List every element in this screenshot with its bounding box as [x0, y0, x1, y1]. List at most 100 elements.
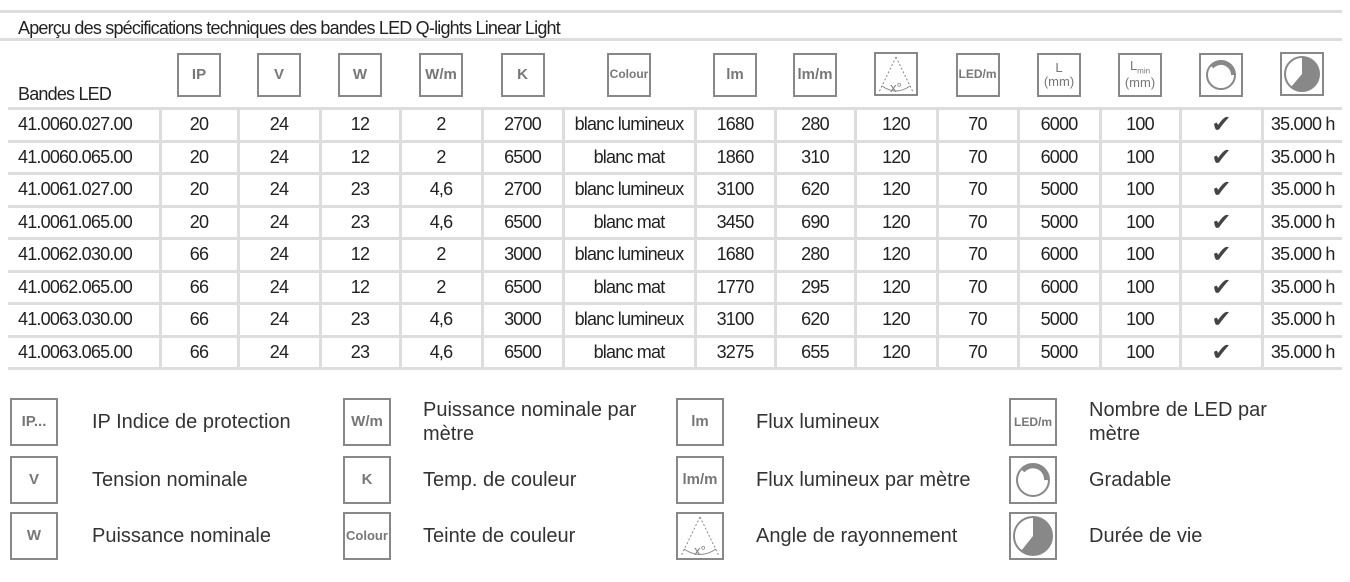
table-row: 41.0061.027.00 20 24 23 4,6 2700 blanc lumineu…: [8, 173, 1342, 208]
cell-min-length: 100: [1098, 206, 1180, 240]
cell-ip: 66: [158, 238, 238, 273]
legend-colour: Colour Teinte de couleur: [343, 512, 575, 560]
cell-lifetime: 35.000 h: [1260, 271, 1342, 305]
cell-voltage: 24: [236, 173, 320, 208]
min-length-l: L: [1129, 58, 1138, 74]
cell-lumen: 1860: [693, 141, 775, 175]
cell-article-number: 41.0063.030.00: [8, 303, 160, 338]
lumen-icon: lm: [713, 52, 757, 97]
cell-voltage: 24: [236, 206, 320, 240]
cell-lumen-per-meter: 280: [773, 108, 855, 143]
cell-lifetime: 35.000 h: [1260, 108, 1342, 143]
cell-beam-angle: 120: [853, 303, 937, 338]
cell-ip: 20: [158, 108, 238, 143]
table-row: 41.0060.065.00 20 24 12 2 6500 blanc mat 1860 31…: [8, 141, 1342, 175]
cell-watt: 23: [318, 303, 400, 338]
cell-dimmable: ✔: [1178, 336, 1262, 370]
beam-angle-label: x°: [890, 79, 902, 95]
beam-angle-icon: x°: [676, 512, 724, 560]
cell-colour: blanc lumineux: [561, 303, 695, 338]
cell-dimmable: ✔: [1178, 303, 1262, 338]
cell-beam-angle: 120: [853, 108, 937, 143]
ip-icon: IP...: [10, 398, 58, 446]
cell-article-number: 41.0060.027.00: [8, 108, 160, 143]
cell-led-per-meter: 70: [935, 108, 1018, 143]
cell-article-number: 41.0063.065.00: [8, 336, 160, 370]
length-icon: L (mm): [1037, 52, 1081, 97]
lumen-per-meter-icon: lm/m: [676, 456, 724, 504]
cell-watt-per-meter: 2: [398, 238, 482, 273]
cell-lumen-per-meter: 655: [773, 336, 855, 370]
cell-led-per-meter: 70: [935, 238, 1018, 273]
lumen-per-meter-icon: lm/m: [793, 52, 837, 97]
beam-angle-label: x°: [694, 543, 706, 559]
table-row: 41.0062.065.00 66 24 12 2 6500 blanc mat 1770 29…: [8, 271, 1342, 305]
kelvin-icon: K: [343, 456, 391, 504]
cell-article-number: 41.0060.065.00: [8, 141, 160, 175]
table-row: 41.0061.065.00 20 24 23 4,6 6500 blanc mat 3450…: [8, 206, 1342, 240]
cell-lumen-per-meter: 690: [773, 206, 855, 240]
header-row: Bandes LED IP V W W/m K Colour lm lm/m x…: [8, 42, 1342, 110]
beam-cone-icon: [878, 57, 914, 93]
cell-led-per-meter: 70: [935, 271, 1018, 305]
table-row: 41.0060.027.00 20 24 12 2 2700 blanc lumineux 1…: [8, 108, 1342, 143]
beam-angle-icon: x°: [874, 52, 918, 97]
watt-icon: W: [10, 512, 58, 560]
min-length-label: Lmin: [1130, 59, 1150, 76]
cell-length: 5000: [1016, 303, 1100, 338]
cell-article-number: 41.0062.030.00: [8, 238, 160, 273]
cell-beam-angle: 120: [853, 271, 937, 305]
cell-voltage: 24: [236, 303, 320, 338]
voltage-icon: V: [10, 456, 58, 504]
watt-per-meter-icon: W/m: [419, 52, 463, 97]
header-bandes-led: Bandes LED: [8, 42, 160, 110]
cell-min-length: 100: [1098, 108, 1180, 143]
cell-ip: 66: [158, 303, 238, 338]
legend-ip: IP... IP Indice de protection: [10, 398, 291, 446]
legend-lm: lm Flux lumineux: [676, 398, 879, 446]
legend-text: Durée de vie: [1089, 525, 1203, 547]
cell-lumen: 3450: [693, 206, 775, 240]
watt-per-meter-icon: W/m: [343, 398, 391, 446]
dimmable-icon: [1009, 456, 1057, 504]
cell-lumen-per-meter: 620: [773, 303, 855, 338]
cell-lumen-per-meter: 280: [773, 238, 855, 273]
cell-kelvin: 2700: [480, 173, 563, 208]
legend-lmm: lm/m Flux lumineux par mètre: [676, 456, 971, 504]
cell-led-per-meter: 70: [935, 303, 1018, 338]
cell-lumen-per-meter: 310: [773, 141, 855, 175]
cell-lumen: 1680: [693, 108, 775, 143]
legend-k: K Temp. de couleur: [343, 456, 576, 504]
cell-dimmable: ✔: [1178, 271, 1262, 305]
kelvin-icon: K: [500, 52, 545, 97]
lifetime-icon: [1009, 512, 1057, 560]
cell-colour: blanc mat: [561, 206, 695, 240]
legend-v: V Tension nominale: [10, 456, 248, 504]
legend-text: Flux lumineux: [756, 411, 880, 433]
cell-watt-per-meter: 2: [398, 271, 482, 305]
min-length-sub: min: [1137, 66, 1151, 76]
cell-lifetime: 35.000 h: [1260, 206, 1342, 240]
cell-watt: 12: [318, 141, 400, 175]
cell-length: 5000: [1016, 336, 1100, 370]
cell-beam-angle: 120: [853, 336, 937, 370]
legend-text: Puissance nominale par mètre: [423, 399, 637, 445]
cell-min-length: 100: [1098, 238, 1180, 273]
table-row: 41.0062.030.00 66 24 12 2 3000 blanc lumineux 1…: [8, 238, 1342, 273]
cell-lumen: 3100: [693, 173, 775, 208]
cell-length: 5000: [1016, 173, 1100, 208]
cell-lifetime: 35.000 h: [1260, 238, 1342, 273]
legend-text: Flux lumineux par mètre: [756, 469, 971, 491]
cell-kelvin: 6500: [480, 141, 563, 175]
legend-text: IP Indice de protection: [92, 411, 291, 433]
cell-voltage: 24: [236, 141, 320, 175]
cell-min-length: 100: [1098, 141, 1180, 175]
cell-lifetime: 35.000 h: [1260, 303, 1342, 338]
lifetime-icon: [1280, 51, 1324, 96]
cell-lumen-per-meter: 295: [773, 271, 855, 305]
led-per-meter-icon: LED/m: [1009, 398, 1057, 446]
cell-dimmable: ✔: [1178, 206, 1262, 240]
cell-watt: 23: [318, 336, 400, 370]
colour-icon: Colour: [343, 512, 391, 560]
legend-text: Nombre de LED par mètre: [1089, 399, 1267, 445]
